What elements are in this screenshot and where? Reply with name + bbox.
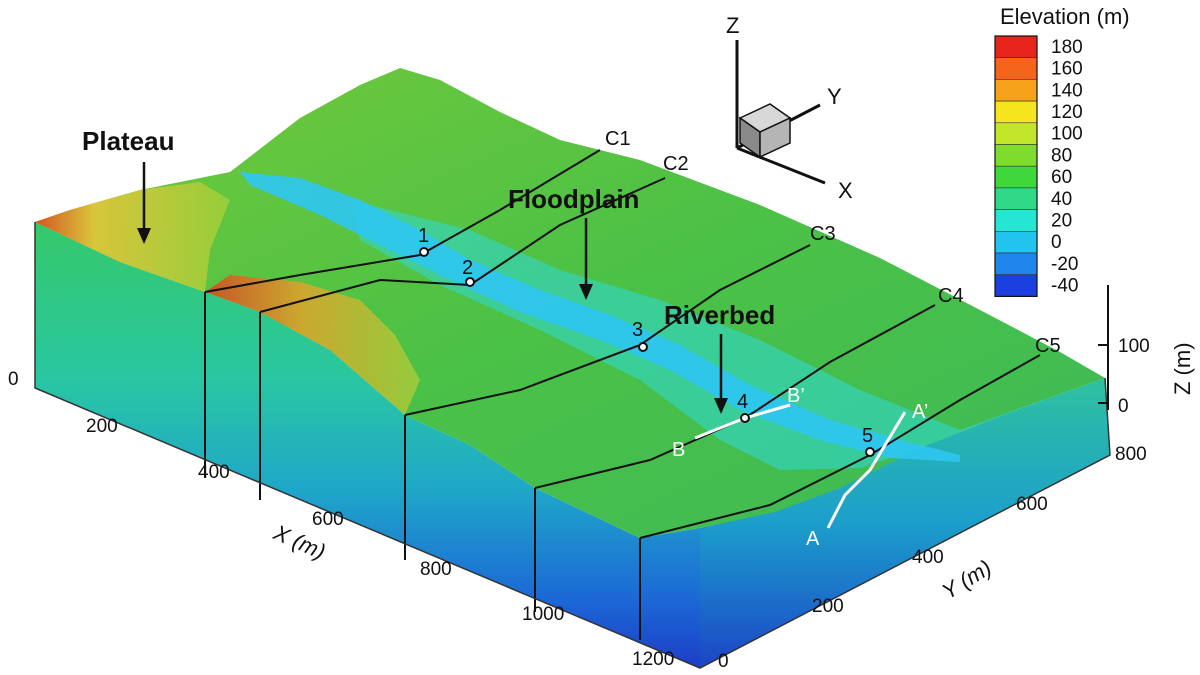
triad-label-y: Y [827, 84, 842, 109]
x-tick-600: 600 [312, 509, 344, 530]
y-tick-600: 600 [1016, 494, 1048, 515]
z-axis-title: Z (m) [1170, 342, 1195, 395]
legend-label: 60 [1051, 167, 1072, 188]
floodplain-zone [350, 200, 1010, 470]
orientation-triad [735, 40, 826, 185]
profile-label-b-end: B’ [787, 385, 805, 407]
well-label-3: 3 [632, 319, 643, 341]
legend-color-scale [994, 35, 1038, 297]
well-markers [419, 247, 875, 457]
legend-label: 0 [1051, 232, 1062, 253]
legend-frame [994, 35, 1038, 297]
well-label-5: 5 [862, 425, 873, 447]
triad-label-z: Z [726, 13, 739, 38]
profile-label-a-start: A [806, 528, 820, 550]
legend-swatch [994, 231, 1038, 254]
x-tick-1200: 1200 [632, 649, 674, 670]
y-tick-400: 400 [912, 547, 944, 568]
legend-label: -40 [1051, 276, 1078, 297]
right-side-face [700, 378, 1110, 668]
cross-section-label-c2: C2 [663, 153, 689, 175]
riverbed-channel [240, 172, 960, 462]
legend-label: 140 [1051, 80, 1083, 101]
block-dividers [204, 292, 641, 640]
triad-label-x: X [838, 178, 853, 203]
z-axis [1098, 285, 1109, 410]
well-label-2: 2 [462, 257, 473, 279]
profile-label-a-end: A’ [912, 401, 928, 423]
legend-label: 120 [1051, 102, 1083, 123]
x-tick-1000: 1000 [522, 604, 564, 625]
legend-title: Elevation (m) [1000, 4, 1130, 29]
legend-label: 40 [1051, 189, 1072, 210]
cross-section-label-c1: C1 [605, 128, 631, 150]
cross-section-label-c3: C3 [810, 223, 836, 245]
legend-swatch [994, 165, 1038, 189]
ridge-warm-zone [205, 275, 420, 415]
legend-swatch [994, 122, 1038, 145]
y-tick-200: 200 [812, 596, 844, 617]
cross-section-label-c4: C4 [938, 285, 964, 307]
x-tick-0: 0 [8, 369, 19, 390]
legend-label: 100 [1051, 124, 1083, 145]
legend-swatch [994, 252, 1038, 276]
x-tick-400: 400 [198, 462, 230, 483]
x-tick-200: 200 [86, 416, 118, 437]
z-tick-100: 100 [1118, 336, 1150, 357]
region-arrows [137, 162, 728, 414]
legend-label: -20 [1051, 254, 1078, 275]
legend-swatch [994, 100, 1038, 124]
y-axis-ticks: 0 200 400 600 800 [718, 444, 1147, 672]
cross-section-label-c5: C5 [1035, 335, 1061, 357]
legend-swatch [994, 209, 1038, 232]
legend-swatch [994, 144, 1038, 167]
legend-swatch [994, 57, 1038, 80]
region-label-riverbed: Riverbed [664, 300, 775, 330]
y-tick-800: 800 [1115, 444, 1147, 465]
profile-label-b-start: B [672, 439, 685, 461]
legend-swatch [994, 79, 1038, 102]
legend-label: 180 [1051, 37, 1083, 58]
legend-label: 160 [1051, 59, 1083, 80]
legend-label: 20 [1051, 211, 1072, 232]
block-outline [34, 222, 1111, 669]
z-tick-0: 0 [1118, 396, 1129, 417]
legend-label: 80 [1051, 145, 1072, 166]
legend-swatch [994, 187, 1038, 210]
x-tick-800: 800 [420, 559, 452, 580]
y-axis-title: Y (m) [937, 555, 996, 604]
well-label-1: 1 [418, 225, 429, 247]
plateau-warm-zone [35, 182, 230, 292]
y-tick-0: 0 [718, 651, 729, 672]
legend-swatch [994, 274, 1038, 297]
well-label-4: 4 [737, 391, 748, 413]
region-label-plateau: Plateau [82, 126, 175, 156]
region-label-floodplain: Floodplain [508, 184, 639, 214]
x-axis-ticks: 0 200 400 600 800 1000 1200 [8, 369, 674, 670]
legend-swatch [994, 35, 1038, 59]
